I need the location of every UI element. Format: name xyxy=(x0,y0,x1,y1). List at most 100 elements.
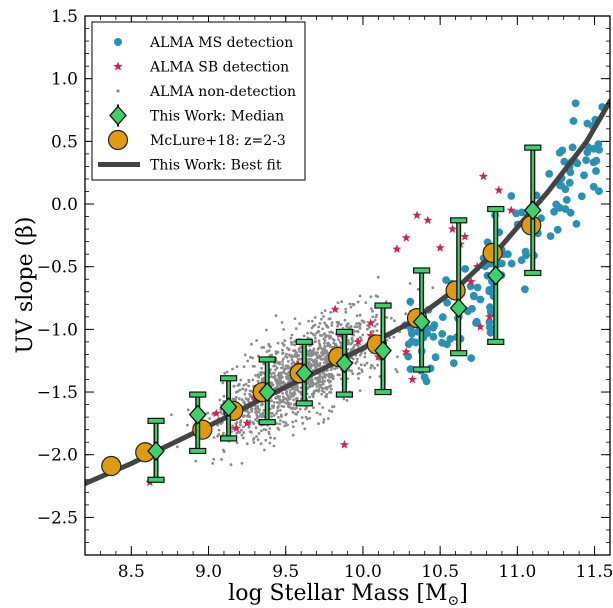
non-detection-point xyxy=(281,363,285,366)
non-detection-point xyxy=(251,378,255,382)
non-detection-point xyxy=(358,336,362,339)
non-detection-point xyxy=(331,376,335,380)
non-detection-point xyxy=(331,337,335,341)
non-detection-point xyxy=(275,401,279,404)
ms-detection-point xyxy=(507,259,516,268)
non-detection-point xyxy=(373,366,376,370)
non-detection-point xyxy=(253,365,256,368)
ms-detection-point xyxy=(571,99,580,108)
non-detection-point xyxy=(327,317,331,321)
non-detection-point xyxy=(265,328,268,332)
non-detection-point xyxy=(318,345,322,349)
non-detection-point xyxy=(355,329,359,333)
non-detection-point xyxy=(287,348,291,352)
error-cap xyxy=(450,350,468,357)
non-detection-point xyxy=(317,342,321,345)
non-detection-point xyxy=(250,407,254,411)
non-detection-point xyxy=(250,410,254,413)
non-detection-point xyxy=(294,388,298,392)
non-detection-point xyxy=(431,286,435,290)
non-detection-point xyxy=(286,360,290,363)
axes-frame: 8.5 9.0 9.5 10.0 10.5 11.0 11.5 1.5 1.0 0.5 0.0 −0.… xyxy=(37,7,613,582)
non-detection-point xyxy=(272,401,276,404)
sb-detection-point xyxy=(366,318,376,327)
non-detection-point xyxy=(319,333,322,337)
non-detection-point xyxy=(246,359,250,363)
non-detection-point xyxy=(375,322,379,326)
non-detection-point xyxy=(260,346,264,349)
non-detection-point xyxy=(290,333,294,337)
non-detection-point xyxy=(292,403,296,406)
sb-detection-point xyxy=(494,185,504,195)
ms-detection-point xyxy=(553,225,562,234)
non-detection-point xyxy=(345,399,349,402)
non-detection-point xyxy=(318,402,321,405)
x-tick-label: 9.0 xyxy=(195,562,222,582)
non-detection-point xyxy=(310,354,313,358)
non-detection-point xyxy=(265,350,269,353)
non-detection-point xyxy=(345,324,348,328)
non-detection-point xyxy=(318,412,322,416)
ms-detection-point xyxy=(404,352,413,361)
x-axis-label-subscript: ⊙ xyxy=(447,593,459,608)
error-cap xyxy=(450,217,468,224)
non-detection-point xyxy=(317,422,320,425)
non-detection-point xyxy=(256,438,260,442)
non-detection-point xyxy=(326,374,330,377)
non-detection-point xyxy=(353,325,357,329)
error-cap xyxy=(413,366,431,373)
non-detection-point xyxy=(251,356,255,360)
median-point xyxy=(188,404,207,425)
non-detection-point xyxy=(212,457,216,461)
non-detection-point xyxy=(363,351,367,355)
non-detection-point xyxy=(295,397,298,400)
non-detection-point xyxy=(250,430,253,434)
non-detection-point xyxy=(281,348,284,352)
y-tick-label: 0.0 xyxy=(51,195,78,215)
non-detection-point xyxy=(262,346,266,349)
non-detection-point xyxy=(322,390,326,394)
sb-detection-point xyxy=(435,243,445,252)
non-detection-point xyxy=(312,391,316,395)
non-detection-point xyxy=(371,309,374,313)
non-detection-point xyxy=(308,378,311,382)
non-detection-point xyxy=(285,412,288,416)
non-detection-point xyxy=(314,336,317,340)
non-detection-point xyxy=(263,448,266,452)
sb-detection-point xyxy=(412,210,422,220)
non-detection-point xyxy=(329,330,333,334)
non-detection-point xyxy=(291,425,295,428)
non-detection-point xyxy=(186,423,189,427)
non-detection-point xyxy=(277,396,281,399)
median-point xyxy=(147,440,165,461)
non-detection-point xyxy=(284,397,288,401)
non-detection-point xyxy=(260,429,263,433)
non-detection-point xyxy=(253,418,257,421)
non-detection-point xyxy=(275,412,278,415)
non-detection-point xyxy=(346,322,350,326)
mclure-point xyxy=(445,280,466,301)
non-detection-point xyxy=(252,441,256,444)
non-detection-point xyxy=(274,368,277,372)
non-detection-point xyxy=(318,322,322,325)
ms-detection-point xyxy=(580,171,588,180)
non-detection-point xyxy=(270,399,273,402)
error-cap xyxy=(413,267,431,274)
non-detection-point xyxy=(339,323,343,327)
non-detection-point xyxy=(373,318,377,322)
non-detection-point xyxy=(281,351,285,355)
non-detection-point xyxy=(320,311,324,315)
non-detection-point xyxy=(322,337,326,341)
non-detection-point xyxy=(323,344,327,348)
non-detection-point xyxy=(396,355,399,359)
non-detection-point xyxy=(355,360,359,363)
legend-item: McLure+18: z=2-3 xyxy=(107,129,286,151)
error-cap xyxy=(258,356,276,363)
non-detection-point xyxy=(320,317,323,321)
non-detection-point xyxy=(301,421,305,425)
non-detection-point xyxy=(317,330,321,334)
non-detection-point xyxy=(357,377,360,380)
non-detection-point xyxy=(246,410,249,413)
ms-detection-point xyxy=(429,332,438,341)
non-detection-point xyxy=(366,327,369,331)
